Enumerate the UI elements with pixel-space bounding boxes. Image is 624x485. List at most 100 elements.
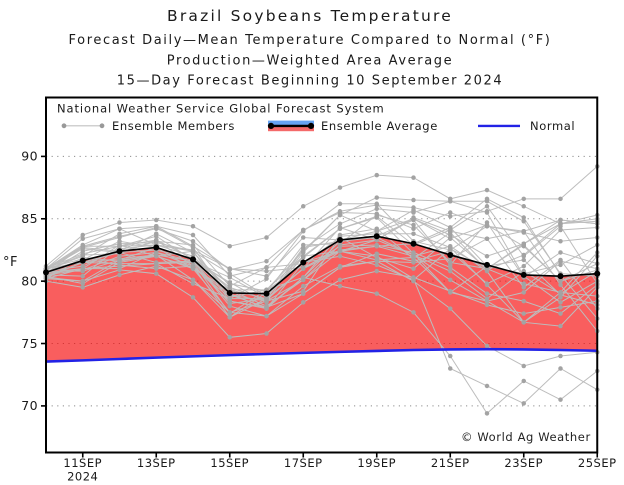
ensemble-member-line [45,198,598,319]
ensemble-member-marker [154,261,159,266]
ensemble-member-marker [484,343,490,349]
ensemble-member-marker [264,265,269,270]
ensemble-member-marker [484,187,490,193]
ensemble-member-marker [227,315,232,320]
legend-ensemble-average-label: Ensemble Average [321,119,438,133]
ensemble-member-marker [190,281,196,286]
ensemble-average-marker [226,290,233,296]
ensemble-average-marker [373,233,380,240]
ensemble-member-marker [117,235,122,240]
ensemble-member-marker [558,323,563,329]
ensemble-member-line [45,205,598,297]
ensemble-member-marker [411,226,416,231]
ensemble-member-marker [484,296,490,301]
ensemble-member-marker [521,242,526,248]
ensemble-member-marker [521,320,526,325]
ensemble-member-marker [264,268,269,274]
ensemble-member-marker [521,257,526,263]
y-tick-label: 80 [21,273,38,288]
chart-subtitle-1: Forecast Daily—Mean Temperature Compared… [69,33,552,48]
y-tick-label: 85 [21,211,38,226]
ensemble-average-marker [263,290,270,297]
ensemble-member-marker [558,353,563,359]
ensemble-member-marker [337,265,343,270]
ensemble-member-marker [154,271,159,276]
ensemble-member-marker [264,303,269,309]
ensemble-member-marker [374,201,379,207]
ensemble-member-marker [558,295,563,300]
above-normal-fill-area [46,236,598,362]
x-tick-label: 11SEP [63,456,102,470]
ensemble-member-marker [558,196,563,202]
ensemble-member-marker [521,263,526,269]
ensemble-members-legend-marker-left [61,123,67,129]
ensemble-member-marker [301,204,306,209]
ensemble-member-marker [374,291,379,296]
ensemble-member-marker [190,232,196,238]
ensemble-member-marker [558,290,563,295]
ensemble-average-marker [557,273,564,280]
ensemble-member-marker [448,265,453,270]
ensemble-member-marker [484,204,490,209]
x-tick-label: 21SEP [431,456,470,470]
ensemble-member-marker [484,222,490,228]
ensemble-member-marker [558,262,563,268]
ensemble-member-marker [521,285,526,290]
y-axis-unit-label: °F [3,255,18,270]
ensemble-member-marker [227,275,232,280]
ensemble-average-marker [79,257,86,264]
ensemble-member-marker [448,229,453,234]
ensemble-member-marker [301,288,306,294]
ensemble-member-marker [521,281,526,286]
ensemble-average-marker [116,248,123,255]
ensemble-member-marker [301,246,306,251]
ensemble-member-line [45,203,598,332]
ensemble-member-marker [337,201,343,207]
ensemble-member-marker [558,278,563,284]
ensemble-average-marker [447,251,454,258]
ensemble-member-marker [301,250,306,255]
x-tick-label: 23SEP [504,456,543,470]
ensemble-member-marker [301,227,306,233]
ensemble-average-legend-red-stripe [268,126,314,132]
legend-header: National Weather Service Global Forecast… [57,102,385,116]
legend-normal-label: Normal [530,119,575,133]
x-tick-label: 17SEP [284,456,323,470]
ensemble-member-marker [374,172,379,178]
ensemble-member-marker [154,217,159,223]
ensemble-member-line [45,233,598,323]
ensemble-member-marker [227,266,232,271]
ensemble-member-marker [558,305,563,310]
ensemble-member-marker [448,199,453,204]
ensemble-member-marker [448,277,453,283]
ensemble-member-marker [80,273,85,279]
normal-line [45,347,598,363]
x-tick-label: 13SEP [137,456,176,470]
ensemble-member-marker [227,310,232,315]
ensemble-member-marker [190,247,196,253]
ensemble-member-marker [411,310,416,315]
x-tick-label: 19SEP [357,456,396,470]
ensemble-member-marker [411,215,416,220]
ensemble-member-marker [337,226,343,231]
ensemble-member-marker [190,266,196,271]
ensemble-member-marker [448,243,453,249]
ensemble-member-marker [558,217,563,223]
ensemble-member-marker [374,206,379,212]
ensemble-member-marker [337,253,343,259]
ensemble-average-legend-marker-right [307,122,315,129]
ensemble-member-marker [411,222,416,228]
ensemble-member-marker [448,232,453,238]
ensemble-member-marker [264,331,269,336]
ensemble-member-marker [301,235,306,240]
ensemble-member-marker [301,300,306,305]
ensemble-member-marker [227,335,232,340]
watermark: © World Ag Weather [461,430,591,444]
ensemble-member-marker [117,238,122,244]
ensemble-member-marker [411,210,416,215]
ensemble-member-marker [521,229,526,234]
ensemble-member-marker [484,291,490,296]
